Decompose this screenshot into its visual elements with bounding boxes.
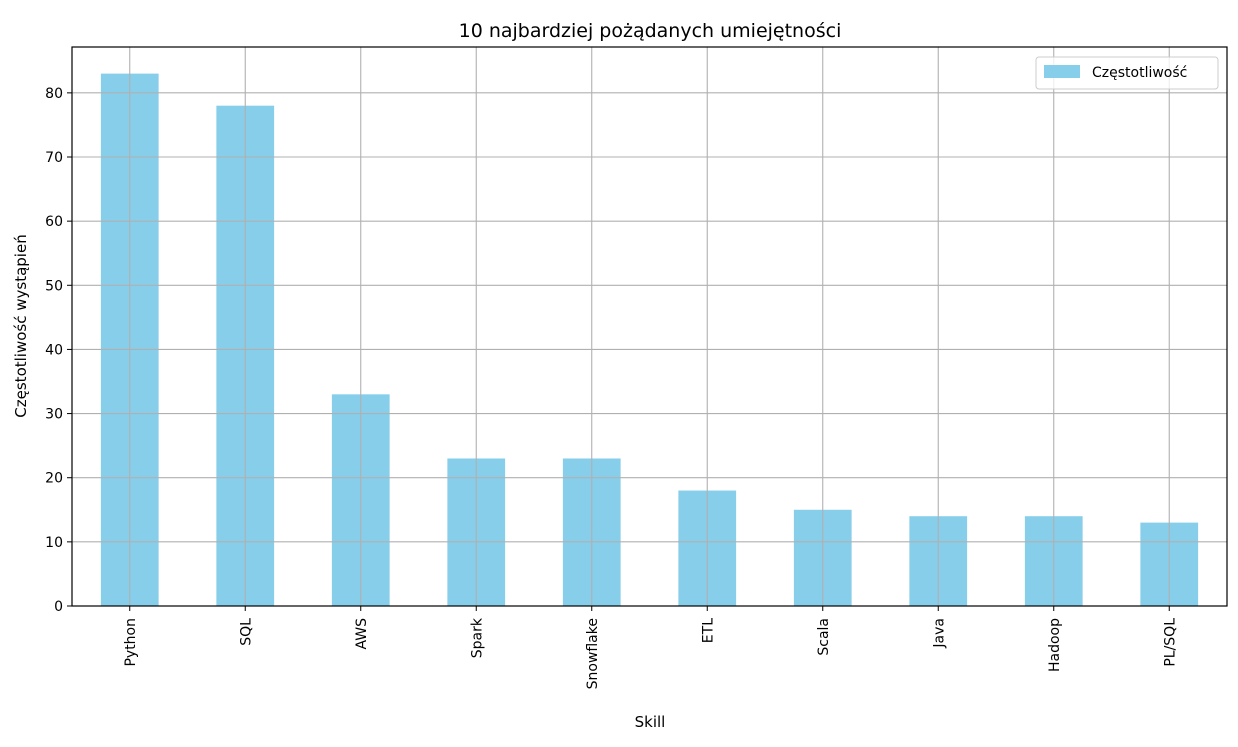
x-axis-title: Skill: [635, 713, 666, 731]
y-tick-label: 60: [45, 214, 63, 230]
legend-label: Częstotliwość: [1092, 65, 1187, 81]
y-tick-label: 20: [45, 471, 63, 487]
x-tick-label: Hadoop: [1047, 618, 1063, 672]
y-tick-label: 30: [45, 407, 63, 423]
x-tick-label: Scala: [816, 618, 832, 656]
legend-swatch: [1044, 65, 1080, 78]
x-tick-label: ETL: [700, 618, 716, 643]
y-tick-label: 40: [45, 342, 63, 358]
x-tick-label: Java: [931, 618, 947, 649]
plot-frame: [71, 46, 1228, 607]
x-tick-label: Snowflake: [585, 618, 601, 689]
y-axis-title: Częstotliwość wystąpień: [12, 234, 30, 417]
chart-title: 10 najbardziej pożądanych umiejętności: [459, 20, 842, 42]
plot-border: [71, 46, 1228, 607]
y-tick-label: 0: [54, 599, 63, 615]
x-axis-ticks: Python SQL AWS Spark Snowflake ETL Scala Java Ha…: [123, 606, 1178, 689]
legend: Częstotliwość: [1035, 56, 1219, 90]
x-tick-label: AWS: [354, 618, 370, 650]
x-tick-label: PL/SQL: [1162, 618, 1178, 667]
x-tick-label: SQL: [238, 618, 254, 646]
x-tick-label: Python: [123, 618, 139, 667]
y-tick-label: 70: [45, 150, 63, 166]
y-tick-label: 10: [45, 535, 63, 551]
y-axis-ticks: 0 10 20 30 40 50 60 70 80: [45, 86, 72, 615]
x-tick-label: Spark: [469, 617, 485, 658]
y-tick-label: 80: [45, 86, 63, 102]
y-tick-label: 50: [45, 278, 63, 294]
legend-box: [1035, 56, 1219, 90]
